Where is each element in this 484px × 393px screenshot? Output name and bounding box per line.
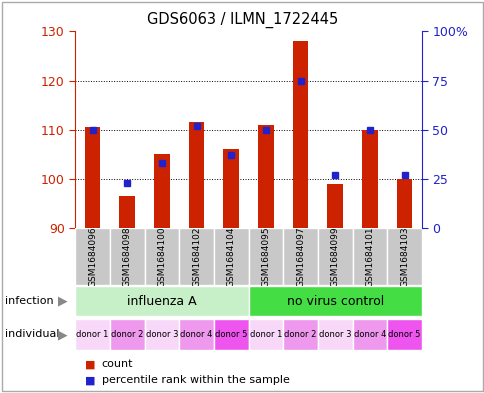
Bar: [75, 228, 109, 285]
Bar: [75, 319, 109, 350]
Bar: [223, 149, 239, 228]
Bar: [119, 196, 135, 228]
Text: ▶: ▶: [58, 294, 68, 308]
Text: donor 1: donor 1: [249, 330, 282, 339]
Bar: [154, 154, 169, 228]
Text: infection: infection: [5, 296, 53, 306]
Bar: [396, 179, 411, 228]
Bar: [213, 228, 248, 285]
Text: GSM1684101: GSM1684101: [364, 226, 374, 287]
Text: GSM1684102: GSM1684102: [192, 226, 201, 286]
Text: count: count: [102, 359, 133, 369]
Bar: [318, 228, 352, 285]
Text: influenza A: influenza A: [127, 294, 197, 308]
Bar: [327, 184, 342, 228]
Text: GSM1684096: GSM1684096: [88, 226, 97, 287]
Bar: [283, 319, 318, 350]
Text: donor 5: donor 5: [388, 330, 420, 339]
Text: GSM1684095: GSM1684095: [261, 226, 270, 287]
Bar: [352, 319, 386, 350]
Text: GSM1684103: GSM1684103: [399, 226, 408, 287]
Text: GDS6063 / ILMN_1722445: GDS6063 / ILMN_1722445: [147, 12, 337, 28]
Bar: [248, 228, 283, 285]
Text: ■: ■: [85, 359, 95, 369]
Bar: [213, 319, 248, 350]
Bar: [144, 319, 179, 350]
Text: no virus control: no virus control: [286, 294, 383, 308]
Text: GSM1684098: GSM1684098: [122, 226, 132, 287]
Text: GSM1684100: GSM1684100: [157, 226, 166, 287]
Text: donor 5: donor 5: [214, 330, 247, 339]
Text: donor 4: donor 4: [353, 330, 385, 339]
Bar: [109, 228, 144, 285]
Bar: [318, 319, 352, 350]
Text: GSM1684097: GSM1684097: [295, 226, 304, 287]
Bar: [75, 286, 248, 316]
Text: ▶: ▶: [58, 328, 68, 341]
Bar: [283, 228, 318, 285]
Text: donor 2: donor 2: [284, 330, 316, 339]
Text: donor 2: donor 2: [111, 330, 143, 339]
Text: donor 1: donor 1: [76, 330, 108, 339]
Bar: [386, 228, 421, 285]
Bar: [257, 125, 273, 228]
Text: ■: ■: [85, 375, 95, 385]
Bar: [179, 319, 213, 350]
Bar: [352, 228, 386, 285]
Bar: [386, 319, 421, 350]
Text: donor 3: donor 3: [145, 330, 178, 339]
Text: percentile rank within the sample: percentile rank within the sample: [102, 375, 289, 385]
Text: GSM1684099: GSM1684099: [330, 226, 339, 287]
Bar: [85, 127, 100, 228]
Text: individual: individual: [5, 329, 59, 340]
Bar: [144, 228, 179, 285]
Bar: [179, 228, 213, 285]
Text: donor 3: donor 3: [318, 330, 351, 339]
Text: GSM1684104: GSM1684104: [226, 226, 235, 286]
Bar: [362, 130, 377, 228]
Bar: [292, 41, 308, 228]
Bar: [109, 319, 144, 350]
Text: donor 4: donor 4: [180, 330, 212, 339]
Bar: [188, 122, 204, 228]
Bar: [248, 319, 283, 350]
Bar: [248, 286, 421, 316]
